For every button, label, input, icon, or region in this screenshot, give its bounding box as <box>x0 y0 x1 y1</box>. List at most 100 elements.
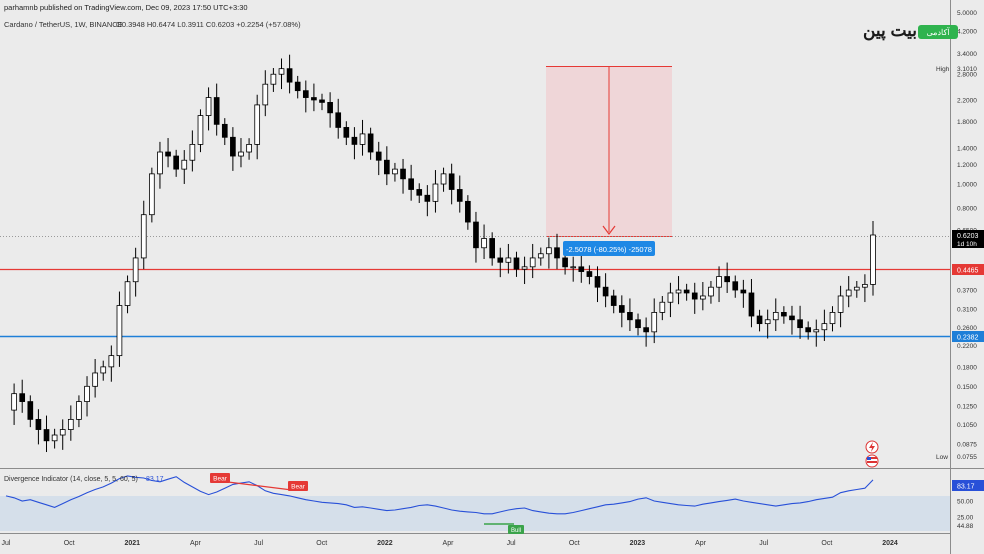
red-level-tag <box>952 264 984 275</box>
candle-up <box>870 234 876 285</box>
candle-down <box>618 305 625 313</box>
indicator-title[interactable]: Divergence Indicator (14, close, 5, 5, 6… <box>4 476 138 483</box>
indicator-tick-label: 25.00 <box>957 515 974 522</box>
price-tick-label: 1.0000 <box>957 182 977 189</box>
blue-level-tag <box>952 331 984 342</box>
countdown: 1d 10h <box>957 241 977 248</box>
candle-up <box>67 418 74 430</box>
time-tick-label: Oct <box>821 540 832 547</box>
candle-up <box>76 401 82 420</box>
candle-down <box>173 155 179 170</box>
price-tick-label: 2.8000 <box>957 72 977 79</box>
candle-up <box>505 257 512 263</box>
high-value: 3.1010 <box>957 66 977 73</box>
price-tick-label: 3.4000 <box>957 51 977 58</box>
candle-down <box>35 418 42 430</box>
candle-up <box>667 292 674 303</box>
candle-up <box>246 144 252 153</box>
candle-down <box>327 101 333 114</box>
candle-down <box>562 257 568 268</box>
candle-up <box>108 355 115 368</box>
candle-up <box>278 68 285 75</box>
blue-level-value: 0.2382 <box>957 335 979 342</box>
price-tick-label: 5.0000 <box>957 10 977 17</box>
candle-down <box>781 312 787 317</box>
candle-down <box>319 99 325 103</box>
candle-down <box>384 159 390 175</box>
candle-up <box>262 83 269 106</box>
candle-down <box>19 393 26 402</box>
candle-down <box>602 286 609 297</box>
candle-down <box>27 401 34 420</box>
price-axis-ticks: 5.0000 4.2000 3.4000 2.8000 2.2000 1.8000 1.40… <box>957 10 977 448</box>
time-tick-label: 2023 <box>630 540 646 547</box>
price-tick-label: 0.3700 <box>957 288 977 295</box>
time-tick-label: Jul <box>254 540 263 547</box>
time-tick-label: Apr <box>695 540 707 547</box>
candle-down <box>408 178 414 190</box>
candle-down <box>748 292 755 317</box>
time-tick-label: Oct <box>569 540 580 547</box>
candle-up <box>205 97 212 116</box>
candle-up <box>140 214 147 259</box>
candle-down <box>165 151 171 157</box>
low-label: Low <box>936 454 948 461</box>
time-tick-label: 2024 <box>882 540 898 547</box>
candle-up <box>84 385 90 402</box>
time-tick-label: 2022 <box>377 540 393 547</box>
red-level-value: 0.4465 <box>957 268 979 275</box>
symbol-title[interactable]: Cardano / TetherUS, 1W, BINANCE <box>4 20 123 29</box>
indicator-tick-label: 50.00 <box>957 499 974 506</box>
candle-down <box>416 189 423 196</box>
candle-up <box>529 257 536 268</box>
publisher-line: parhamnb published on TradingView.com, D… <box>4 3 248 12</box>
time-tick-label: Apr <box>443 540 455 547</box>
candle-up <box>862 284 868 288</box>
candle-up <box>432 183 439 202</box>
candle-down <box>635 319 641 329</box>
candle-up <box>708 286 714 297</box>
candle-up <box>521 266 528 270</box>
price-tick-label: 0.2600 <box>957 325 977 332</box>
candle-down <box>756 315 763 325</box>
indicator-group <box>5 475 874 515</box>
candle-up <box>149 173 155 216</box>
candle-up <box>546 247 552 255</box>
candle-up <box>537 253 544 259</box>
candle-down <box>594 276 601 288</box>
candle-down <box>732 281 739 291</box>
us-flag-icon[interactable] <box>865 454 879 468</box>
candle-down <box>797 319 803 329</box>
candle-down <box>286 68 293 83</box>
time-tick-label: Apr <box>190 540 202 547</box>
candle-down <box>213 97 220 125</box>
time-axis-ticks: Jul Oct 2021 Apr Jul Oct 2022 Apr Jul Oct 2023 Apr J… <box>2 540 898 547</box>
logo-badge-text: آکادمی <box>927 27 951 37</box>
candle-down <box>335 112 342 128</box>
price-tick-label: 0.3100 <box>957 306 977 313</box>
candle-up <box>675 289 682 294</box>
candle-down <box>400 168 406 180</box>
candle-down <box>294 81 301 92</box>
candle-down <box>465 200 471 223</box>
candle-down <box>424 194 431 202</box>
price-tick-label: 0.8000 <box>957 205 977 212</box>
candle-up <box>270 73 277 85</box>
candle-down <box>691 292 698 300</box>
candle-down <box>367 133 374 153</box>
measure-arrow-head <box>602 225 616 235</box>
candle-up <box>845 289 852 297</box>
candle-up <box>392 168 398 175</box>
candle-up <box>440 173 447 185</box>
candle-down <box>43 429 50 442</box>
time-tick-label: Jul <box>2 540 11 547</box>
candle-down <box>343 127 350 138</box>
alert-lightning-icon[interactable] <box>865 440 879 454</box>
candle-down <box>230 136 236 157</box>
price-tick-label: 0.0875 <box>957 441 977 448</box>
candle-down <box>448 173 455 190</box>
candle-down <box>789 315 795 321</box>
time-tick-label: Oct <box>316 540 327 547</box>
candle-down <box>578 266 585 272</box>
